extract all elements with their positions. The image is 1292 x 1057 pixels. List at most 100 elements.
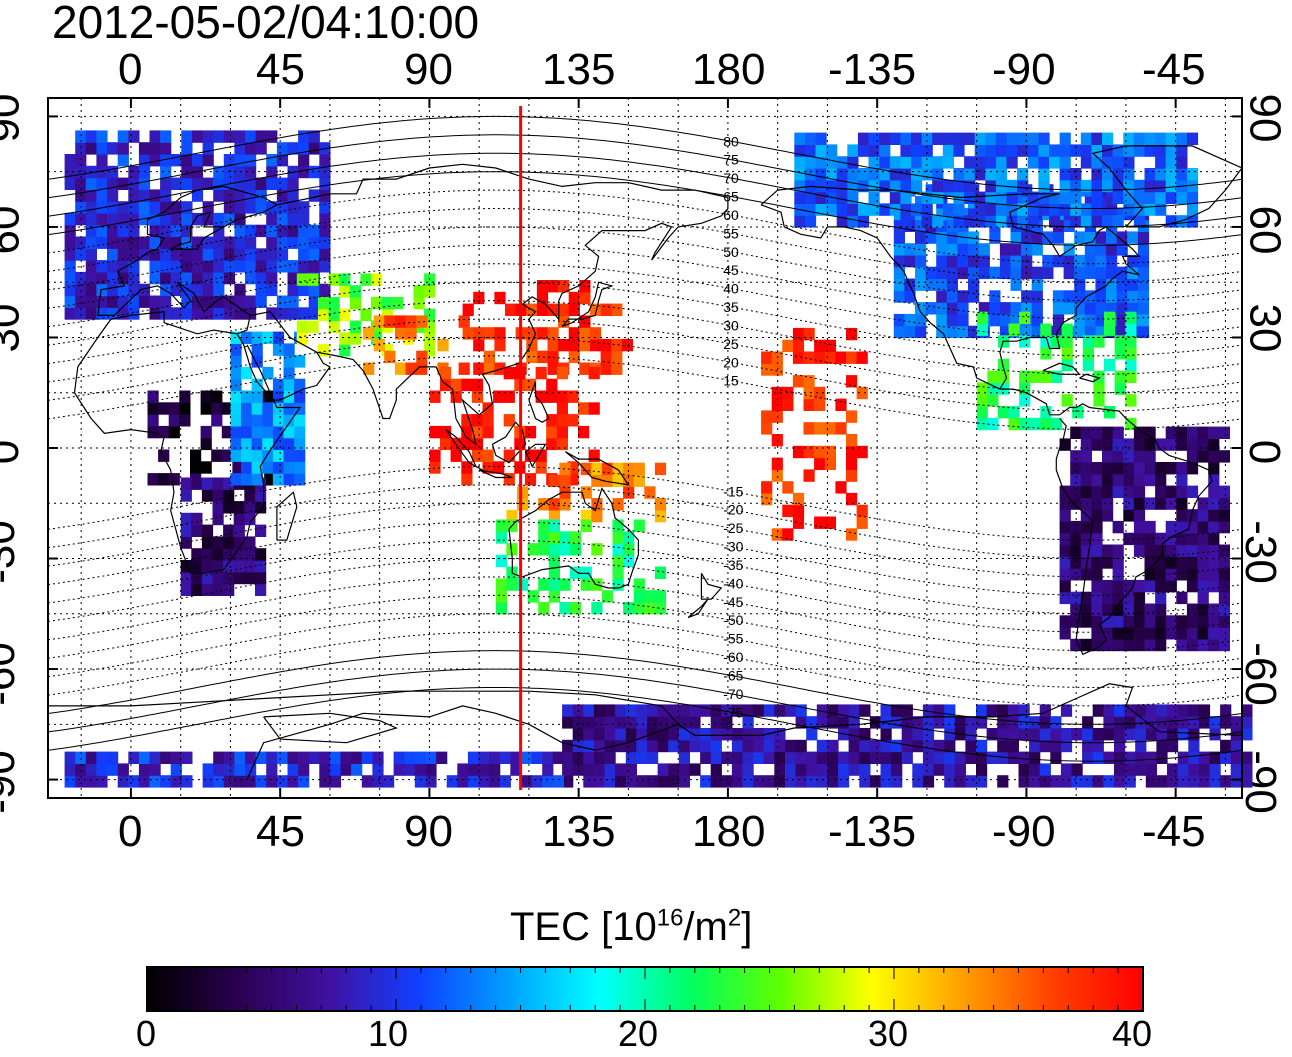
tec-cell — [1127, 254, 1139, 268]
tec-cell — [668, 763, 680, 776]
tec-cell — [848, 716, 860, 729]
coastline — [491, 421, 527, 464]
tec-cell — [804, 191, 817, 204]
tec-cell — [1186, 568, 1199, 581]
tec-cell — [1155, 638, 1167, 652]
tec-cell — [559, 474, 571, 487]
tec-cell — [160, 177, 172, 190]
tec-cell — [593, 751, 606, 764]
tec-cell — [556, 390, 568, 403]
tec-cell — [213, 751, 225, 764]
tec-cell — [1084, 290, 1096, 303]
tec-cell — [1091, 215, 1103, 228]
tec-cell — [964, 179, 976, 193]
tec-cell — [241, 437, 253, 451]
tec-cell — [1176, 485, 1188, 498]
tec-cell — [255, 130, 267, 143]
tec-cell — [1155, 203, 1167, 216]
tec-cell — [848, 751, 860, 764]
tec-cell — [824, 457, 836, 470]
tec-cell — [933, 704, 945, 717]
tec-cell — [251, 390, 263, 403]
tec-cell — [494, 327, 506, 340]
tec-cell — [319, 775, 331, 788]
tec-cell — [1155, 603, 1167, 616]
tec-cell — [911, 144, 923, 157]
tec-cell — [287, 763, 299, 776]
tec-cell — [1176, 544, 1188, 557]
tec-cell — [180, 477, 192, 490]
tec-cell — [168, 414, 180, 427]
tec-cell — [721, 775, 733, 788]
tec-cell — [995, 156, 1008, 169]
tec-cell — [538, 531, 550, 544]
tec-cell — [234, 283, 246, 297]
tec-cell — [149, 271, 161, 285]
tec-cell — [1144, 579, 1156, 593]
tec-cell — [946, 254, 958, 268]
tec-cell — [1029, 763, 1041, 776]
tec-cell — [600, 338, 612, 352]
tec-cell — [1060, 775, 1073, 788]
tec-cell — [1106, 231, 1118, 244]
tec-cell — [117, 130, 129, 143]
tec-cell — [1091, 144, 1103, 157]
tec-cell — [1218, 450, 1230, 463]
tec-cell — [1123, 168, 1135, 181]
tec-cell — [847, 215, 859, 228]
tec-cell — [535, 390, 547, 403]
tec-cell — [213, 130, 225, 143]
maglat-label: 20 — [723, 354, 739, 370]
tec-cell — [559, 498, 571, 511]
tec-cell — [272, 425, 285, 439]
tec-cell — [612, 554, 624, 568]
tec-cell — [276, 154, 289, 167]
tec-cell — [1092, 728, 1104, 741]
tec-cell — [847, 156, 859, 169]
tec-cell — [160, 201, 172, 214]
tec-cell — [847, 179, 859, 193]
tec-cell — [117, 283, 129, 297]
tec-cell — [846, 492, 858, 506]
tec-cell — [1165, 568, 1177, 581]
tec-cell — [64, 295, 76, 308]
tec-cell — [579, 327, 591, 340]
coastline — [760, 204, 1213, 656]
tec-cell — [1112, 191, 1124, 204]
tec-cell — [1082, 739, 1094, 753]
tec-cell — [181, 260, 193, 273]
tec-cell — [276, 212, 289, 226]
tec-cell — [968, 231, 980, 244]
tec-cell — [1155, 615, 1167, 628]
tec-cell — [792, 492, 805, 506]
tec-cell — [1006, 179, 1018, 193]
maglat-label: 70 — [723, 170, 739, 186]
tec-cell — [1125, 370, 1137, 383]
tec-cell — [128, 775, 140, 788]
tec-cell — [266, 177, 278, 190]
tec-cell — [1103, 728, 1115, 741]
tec-cell — [1209, 751, 1221, 764]
tec-cell — [1133, 473, 1146, 487]
tec-cell — [1080, 156, 1092, 169]
tec-cell — [461, 461, 473, 474]
tec-cell — [349, 285, 361, 298]
tec-cell — [795, 751, 807, 764]
tec-cell — [859, 728, 871, 741]
tec-cell — [1197, 497, 1209, 510]
tec-cell — [1031, 313, 1043, 327]
tec-cell — [538, 519, 550, 532]
tec-cell — [548, 566, 560, 579]
top-lon-tick-label: -45 — [1142, 45, 1206, 94]
tec-cell — [1144, 191, 1156, 204]
bottom-lon-tick-label: 45 — [256, 807, 305, 856]
tec-cell — [75, 295, 87, 308]
tec-cell — [985, 179, 997, 193]
tec-cell — [804, 132, 817, 145]
tec-cell — [85, 283, 97, 297]
tec-cell — [936, 243, 948, 256]
tec-cell — [936, 207, 948, 221]
tec-cell — [1165, 520, 1177, 534]
tec-cell — [1091, 168, 1103, 181]
tec-cell — [986, 728, 998, 741]
